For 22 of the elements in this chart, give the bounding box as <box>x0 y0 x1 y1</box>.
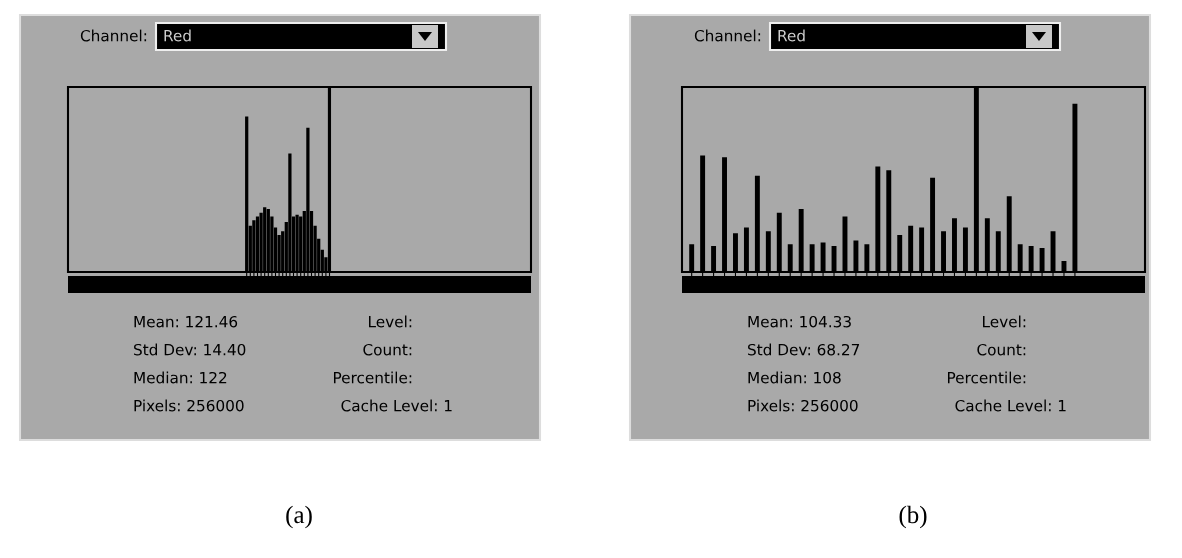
text: Pixels: 256000 <box>748 399 858 412</box>
text: Percentile: <box>333 371 412 384</box>
text: Cache Level: 1 <box>955 399 1066 412</box>
text: Percentile: <box>947 371 1026 384</box>
text: Level: <box>983 315 1026 328</box>
text: Red <box>778 29 805 42</box>
text: Channel: <box>80 29 147 42</box>
text: Count: <box>977 343 1026 356</box>
text: Red <box>164 29 191 42</box>
text: Mean: 121.46 <box>134 315 238 328</box>
text: (a) <box>286 505 312 529</box>
text: Std Dev: 14.40 <box>134 343 246 356</box>
text: Std Dev: 68.27 <box>748 343 860 356</box>
text: Cache Level: 1 <box>341 399 452 412</box>
text: Median: 108 <box>748 371 841 384</box>
text: Count: <box>363 343 412 356</box>
text: Channel: <box>694 29 761 42</box>
text: Mean: 104.33 <box>748 315 851 328</box>
text: Pixels: 256000 <box>134 399 244 412</box>
text: Level: <box>369 315 412 328</box>
text: (b) <box>899 505 927 529</box>
text: Median: 122 <box>134 371 227 384</box>
